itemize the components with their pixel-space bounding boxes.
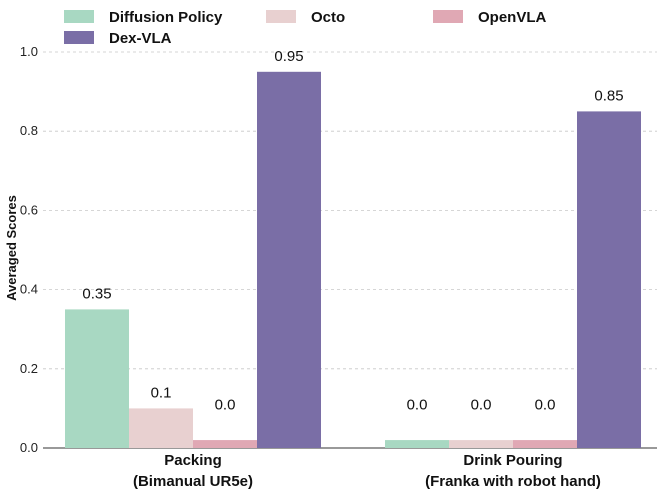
legend: Diffusion Policy Octo OpenVLA Dex-VLA: [64, 9, 547, 47]
value-labels: 0.35 0.0 0.1 0.0 0.0 0.0 0.95 0.85: [82, 48, 623, 413]
y-tick-label: 0.2: [20, 361, 38, 376]
legend-label: Dex-VLA: [109, 30, 172, 47]
data-label: 0.35: [82, 285, 111, 302]
legend-swatch: [64, 31, 94, 44]
data-label: 0.0: [471, 396, 492, 413]
data-label: 0.95: [274, 48, 303, 65]
y-tick-label: 0.0: [20, 440, 38, 455]
bar: [513, 440, 577, 448]
bar: [449, 440, 513, 448]
bars: [65, 71, 641, 449]
y-axis-title: Averaged Scores: [4, 195, 19, 301]
legend-label: Diffusion Policy: [109, 9, 223, 26]
data-label: 0.85: [594, 87, 623, 104]
y-tick-label: 0.4: [20, 282, 38, 297]
data-label: 0.1: [151, 384, 172, 401]
bar: [65, 309, 129, 448]
y-tick-label: 0.6: [20, 202, 38, 217]
legend-label: Octo: [311, 9, 345, 26]
y-tick-label: 1.0: [20, 44, 38, 59]
x-tick-label: Drink Pouring (Franka with robot hand): [425, 452, 601, 490]
bar: [385, 440, 449, 448]
bar: [129, 408, 193, 448]
gridlines: [43, 51, 657, 449]
data-label: 0.0: [407, 396, 428, 413]
bar: [577, 111, 641, 449]
legend-label: OpenVLA: [478, 9, 547, 26]
data-label: 0.0: [215, 396, 236, 413]
y-tick-label: 0.8: [20, 123, 38, 138]
legend-swatch: [266, 10, 296, 23]
axes: 0.0 0.2 0.4 0.6 0.8 1.0 Packing (Bimanual UR5e)…: [20, 44, 657, 490]
bar: [257, 71, 321, 449]
bar: [193, 440, 257, 448]
legend-swatch: [64, 10, 94, 23]
data-label: 0.0: [535, 396, 556, 413]
legend-swatch: [433, 10, 463, 23]
x-tick-label: Packing (Bimanual UR5e): [133, 452, 253, 490]
